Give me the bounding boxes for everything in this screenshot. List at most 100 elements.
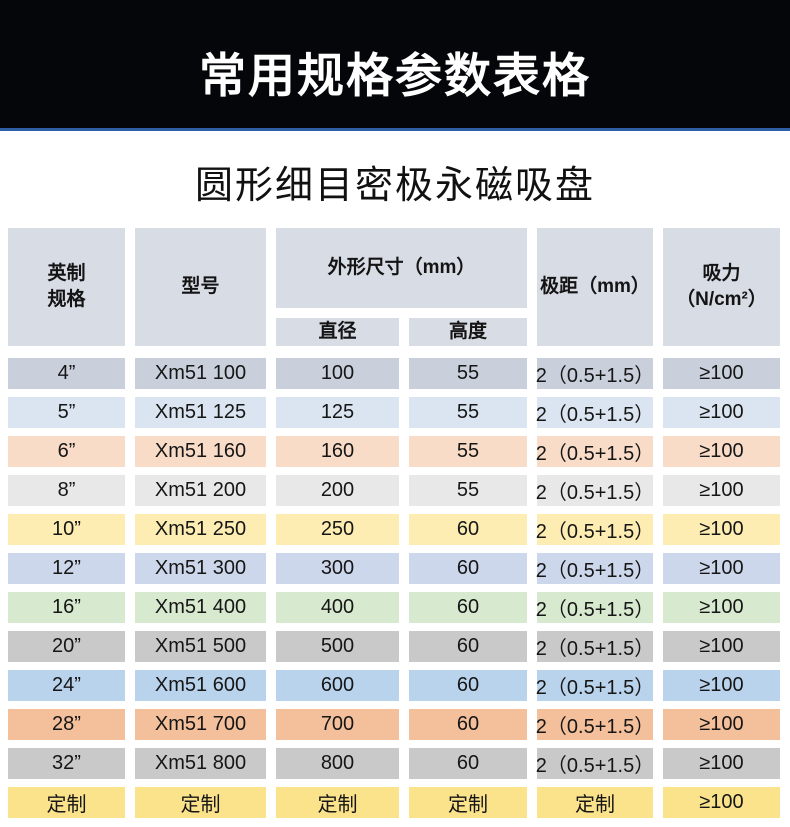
cell-model: Xm51 160 (135, 436, 266, 467)
header-imperial-spec-line2: 规格 (47, 289, 86, 310)
table-row: 32” Xm51 800 800 60 2（0.5+1.5） ≥100 (8, 748, 782, 779)
cell-height: 55 (409, 475, 527, 506)
cell-pitch: 2（0.5+1.5） (536, 475, 654, 506)
cell-diameter: 700 (276, 709, 399, 740)
cell-spec: 定制 (8, 787, 125, 818)
cell-spec: 16” (8, 592, 125, 623)
cell-diameter: 125 (276, 397, 399, 428)
cell-model: Xm51 400 (135, 592, 266, 623)
cell-model: Xm51 100 (135, 358, 266, 389)
cell-spec: 28” (8, 709, 125, 740)
table-row: 6” Xm51 160 160 55 2（0.5+1.5） ≥100 (8, 436, 782, 467)
cell-pitch: 2（0.5+1.5） (536, 592, 654, 623)
table-row: 定制 定制 定制 定制 定制 ≥100 (8, 787, 782, 818)
cell-force: ≥100 (663, 514, 780, 545)
table-header: 英制 规格 型号 外形尺寸（mm） 极距（mm） 吸力 （N/cm²） 直径 高… (8, 228, 782, 346)
cell-height: 60 (409, 748, 527, 779)
cell-diameter: 200 (276, 475, 399, 506)
cell-spec: 10” (8, 514, 125, 545)
cell-pitch: 2（0.5+1.5） (536, 358, 654, 389)
cell-model: Xm51 125 (135, 397, 266, 428)
cell-height: 60 (409, 631, 527, 662)
cell-spec: 4” (8, 358, 125, 389)
cell-height: 55 (409, 436, 527, 467)
cell-spec: 5” (8, 397, 125, 428)
cell-diameter: 400 (276, 592, 399, 623)
page-title: 圆形细目密极永磁吸盘 (194, 165, 595, 207)
cell-model: Xm51 300 (135, 553, 266, 584)
cell-diameter: 500 (276, 631, 399, 662)
cell-pitch: 2（0.5+1.5） (536, 631, 654, 662)
cell-model: 定制 (135, 787, 266, 818)
header-pole-pitch: 极距（mm） (537, 228, 653, 346)
cell-diameter: 250 (276, 514, 399, 545)
cell-pitch: 2（0.5+1.5） (536, 670, 654, 701)
table-row: 10” Xm51 250 250 60 2（0.5+1.5） ≥100 (8, 514, 782, 545)
cell-model: Xm51 600 (135, 670, 266, 701)
cell-diameter: 160 (276, 436, 399, 467)
cell-height: 55 (409, 358, 527, 389)
cell-pitch: 2（0.5+1.5） (536, 436, 654, 467)
table-row: 24” Xm51 600 600 60 2（0.5+1.5） ≥100 (8, 670, 782, 701)
cell-diameter: 定制 (276, 787, 399, 818)
cell-diameter: 300 (276, 553, 399, 584)
spec-table: 英制 规格 型号 外形尺寸（mm） 极距（mm） 吸力 （N/cm²） 直径 高… (8, 228, 782, 818)
cell-model: Xm51 800 (135, 748, 266, 779)
cell-height: 60 (409, 670, 527, 701)
header-imperial-spec: 英制 规格 (8, 228, 125, 346)
cell-spec: 6” (8, 436, 125, 467)
table-row: 16” Xm51 400 400 60 2（0.5+1.5） ≥100 (8, 592, 782, 623)
cell-pitch: 2（0.5+1.5） (536, 553, 654, 584)
cell-model: Xm51 500 (135, 631, 266, 662)
cell-pitch: 2（0.5+1.5） (536, 397, 654, 428)
table-row: 20” Xm51 500 500 60 2（0.5+1.5） ≥100 (8, 631, 782, 662)
table-row: 12” Xm51 300 300 60 2（0.5+1.5） ≥100 (8, 553, 782, 584)
cell-diameter: 600 (276, 670, 399, 701)
cell-model: Xm51 250 (135, 514, 266, 545)
cell-height: 55 (409, 397, 527, 428)
cell-spec: 20” (8, 631, 125, 662)
cell-model: Xm51 700 (135, 709, 266, 740)
cell-pitch: 2（0.5+1.5） (536, 748, 654, 779)
cell-pitch: 定制 (537, 787, 653, 818)
header-outer-size: 外形尺寸（mm） (276, 228, 527, 308)
table-row: 5” Xm51 125 125 55 2（0.5+1.5） ≥100 (8, 397, 782, 428)
cell-force: ≥100 (663, 475, 780, 506)
header-suction-force-line1: 吸力 (702, 263, 741, 284)
cell-force: ≥100 (663, 709, 780, 740)
banner-title: 常用规格参数表格 (199, 48, 591, 102)
cell-spec: 24” (8, 670, 125, 701)
cell-spec: 12” (8, 553, 125, 584)
cell-force: ≥100 (663, 436, 780, 467)
cell-height: 定制 (409, 787, 527, 818)
table-body: 4” Xm51 100 100 55 2（0.5+1.5） ≥100 5” Xm51 125 1… (8, 358, 782, 818)
cell-force: ≥100 (663, 592, 780, 623)
cell-model: Xm51 200 (135, 475, 266, 506)
cell-force: ≥100 (663, 787, 780, 818)
cell-force: ≥100 (663, 397, 780, 428)
cell-spec: 32” (8, 748, 125, 779)
cell-force: ≥100 (663, 631, 780, 662)
cell-force: ≥100 (663, 358, 780, 389)
header-imperial-spec-line1: 英制 (47, 263, 86, 284)
cell-height: 60 (409, 514, 527, 545)
cell-force: ≥100 (663, 670, 780, 701)
cell-diameter: 100 (276, 358, 399, 389)
cell-pitch: 2（0.5+1.5） (536, 709, 654, 740)
cell-diameter: 800 (276, 748, 399, 779)
cell-force: ≥100 (663, 553, 780, 584)
top-banner: 常用规格参数表格 (0, 0, 790, 131)
header-suction-force-line2: （N/cm²） (676, 289, 767, 310)
table-row: 4” Xm51 100 100 55 2（0.5+1.5） ≥100 (8, 358, 782, 389)
cell-spec: 8” (8, 475, 125, 506)
table-row: 28” Xm51 700 700 60 2（0.5+1.5） ≥100 (8, 709, 782, 740)
cell-pitch: 2（0.5+1.5） (536, 514, 654, 545)
header-suction-force: 吸力 （N/cm²） (663, 228, 780, 346)
cell-height: 60 (409, 592, 527, 623)
cell-force: ≥100 (663, 748, 780, 779)
table-row: 8” Xm51 200 200 55 2（0.5+1.5） ≥100 (8, 475, 782, 506)
cell-height: 60 (409, 709, 527, 740)
cell-height: 60 (409, 553, 527, 584)
header-height: 高度 (409, 318, 527, 346)
header-diameter: 直径 (276, 318, 399, 346)
